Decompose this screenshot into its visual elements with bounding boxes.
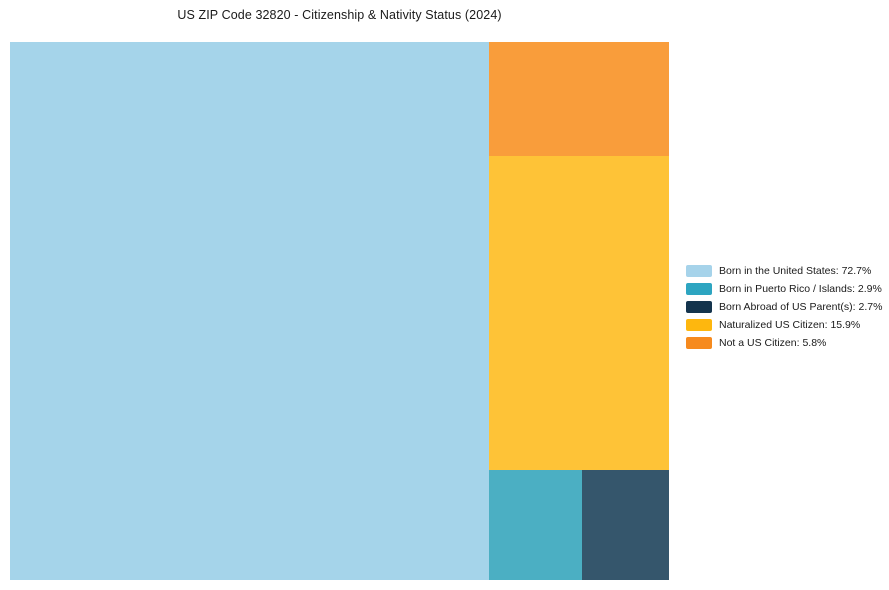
legend-swatch-naturalized — [686, 319, 712, 331]
legend-label-not-citizen: Not a US Citizen: 5.8% — [719, 337, 827, 349]
legend-label-born-pr-islands: Born in Puerto Rico / Islands: 2.9% — [719, 283, 882, 295]
treemap-block-naturalized[interactable] — [489, 156, 669, 470]
legend-swatch-born-abroad — [686, 301, 712, 313]
legend: Born in the United States: 72.7% Born in… — [686, 262, 882, 352]
legend-label-born-abroad: Born Abroad of US Parent(s): 2.7% — [719, 301, 883, 313]
legend-swatch-born-us — [686, 265, 712, 277]
legend-item: Born in Puerto Rico / Islands: 2.9% — [686, 280, 882, 298]
chart-title: US ZIP Code 32820 - Citizenship & Nativi… — [177, 8, 502, 22]
treemap-block-not-citizen[interactable] — [489, 42, 669, 157]
treemap-chart — [10, 42, 669, 580]
treemap-block-born-abroad[interactable] — [582, 469, 669, 580]
legend-swatch-not-citizen — [686, 337, 712, 349]
legend-label-naturalized: Naturalized US Citizen: 15.9% — [719, 319, 861, 331]
legend-item: Naturalized US Citizen: 15.9% — [686, 316, 882, 334]
legend-item: Not a US Citizen: 5.8% — [686, 334, 882, 352]
legend-swatch-born-pr-islands — [686, 283, 712, 295]
legend-item: Born in the United States: 72.7% — [686, 262, 882, 280]
treemap-block-born-pr-islands[interactable] — [489, 469, 583, 580]
treemap-block-born-us[interactable] — [10, 42, 490, 580]
legend-label-born-us: Born in the United States: 72.7% — [719, 265, 872, 277]
legend-item: Born Abroad of US Parent(s): 2.7% — [686, 298, 882, 316]
